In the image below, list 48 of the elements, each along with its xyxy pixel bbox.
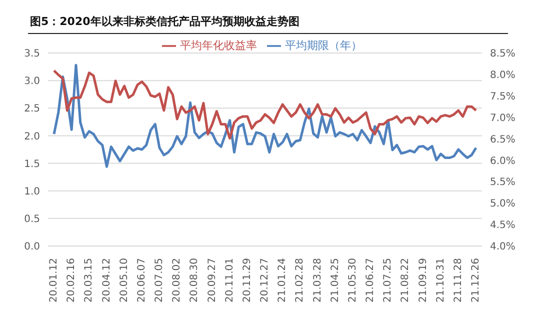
x-tick-label: 21.08.22 <box>400 258 412 303</box>
y2-tick-label: 5.5% <box>490 177 516 188</box>
x-tick-label: 20.09.27 <box>206 258 218 303</box>
x-tick-label: 21.10.31 <box>435 258 446 303</box>
x-tick-label: 20.11.01 <box>224 258 236 303</box>
x-tick-label: 20.05.10 <box>118 258 130 303</box>
x-tick-label: 21.01.24 <box>277 258 288 303</box>
x-tick-label: 20.08.30 <box>189 258 200 303</box>
y2-tick-label: 5.0% <box>490 198 516 210</box>
y-tick-label: 3.5 <box>24 48 40 60</box>
line-series <box>52 64 478 168</box>
x-tick-label: 20.02.16 <box>66 258 78 303</box>
y-tick-label: 0.0 <box>24 242 40 253</box>
x-tick-label: 21.06.27 <box>365 258 376 303</box>
y2-tick-label: 4.0% <box>490 242 516 253</box>
x-tick-label: 20.06.07 <box>136 258 148 303</box>
x-tick-label: 21.11.28 <box>452 258 464 303</box>
x-tick-label: 21.12.26 <box>470 258 482 303</box>
x-tick-label: 21.04.25 <box>330 258 341 303</box>
x-tick-label: 20.08.02 <box>172 258 183 303</box>
y2-tick-label: 4.5% <box>490 220 516 232</box>
y2-tick-label: 6.5% <box>490 134 516 146</box>
x-tick-label: 21.05.30 <box>347 258 358 303</box>
legend-label: 平均期限（年） <box>285 39 362 52</box>
y-tick-label: 1.0 <box>24 186 40 198</box>
x-tick-label: 21.07.25 <box>382 258 394 303</box>
x-tick-label: 20.11.29 <box>242 258 253 303</box>
x-tick-label: 21.03.28 <box>312 258 324 303</box>
x-tick-label: 20.04.12 <box>101 258 112 303</box>
y-tick-label: 2.5 <box>24 104 40 115</box>
y2-tick-label: 7.5% <box>490 91 516 102</box>
y-tick-label: 0.5 <box>24 214 40 225</box>
x-tick-label: 20.03.15 <box>84 258 95 303</box>
y-tick-label: 2.0 <box>24 131 40 142</box>
y-tick-label: 1.5 <box>24 158 40 170</box>
x-tick-label: 21.09.19 <box>418 258 429 303</box>
y2-tick-label: 6.0% <box>490 156 516 167</box>
line-series <box>52 69 478 140</box>
x-tick-label: 20.01.12 <box>48 258 60 303</box>
x-tick-label: 20.07.05 <box>154 258 165 303</box>
y2-tick-label: 8.5% <box>490 48 516 60</box>
y2-tick-label: 8.0% <box>490 70 516 81</box>
x-tick-label: 21.02.28 <box>294 258 306 303</box>
x-tick-label: 20.12.27 <box>260 258 270 303</box>
y-tick-label: 3.0 <box>24 76 40 88</box>
legend-label: 平均年化收益率 <box>180 39 257 52</box>
chart-title: 图5：2020年以来非标类信托产品平均预期收益走势图 <box>29 14 300 30</box>
y2-tick-label: 7.0% <box>490 112 516 124</box>
